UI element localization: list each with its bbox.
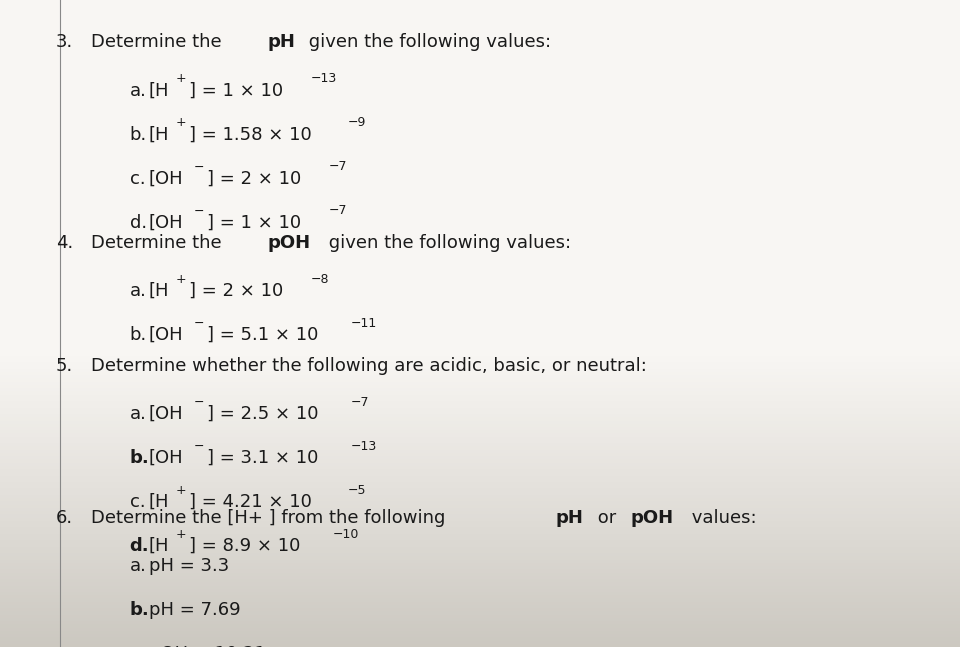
Text: ] = 8.9 × 10: ] = 8.9 × 10 <box>189 537 300 555</box>
Text: ] = 1 × 10: ] = 1 × 10 <box>207 214 301 232</box>
Text: b.: b. <box>130 326 147 344</box>
Text: a.: a. <box>130 405 147 423</box>
Text: Determine whether the following are acidic, basic, or neutral:: Determine whether the following are acid… <box>91 356 647 375</box>
Text: [H: [H <box>149 82 169 100</box>
Text: −11: −11 <box>350 317 377 330</box>
Text: d.: d. <box>130 537 149 555</box>
Text: given the following values:: given the following values: <box>323 234 571 252</box>
Text: ] = 2 × 10: ] = 2 × 10 <box>207 170 301 188</box>
Text: [OH: [OH <box>149 170 183 188</box>
Text: pOH = 10.21: pOH = 10.21 <box>149 645 266 647</box>
Text: a.: a. <box>130 82 147 100</box>
Text: a.: a. <box>130 557 147 575</box>
Text: −: − <box>194 396 204 409</box>
Text: −7: −7 <box>328 204 347 217</box>
Text: −: − <box>194 160 204 173</box>
Text: given the following values:: given the following values: <box>303 33 551 51</box>
Text: pH: pH <box>556 509 584 527</box>
Text: −: − <box>194 317 204 330</box>
Text: [H: [H <box>149 126 169 144</box>
Text: −13: −13 <box>350 440 377 453</box>
Text: b.: b. <box>130 449 150 467</box>
Text: 3.: 3. <box>56 33 73 51</box>
Text: −9: −9 <box>348 116 366 129</box>
Text: pH: pH <box>267 33 295 51</box>
Text: +: + <box>176 484 186 497</box>
Text: values:: values: <box>686 509 756 527</box>
Text: 5.: 5. <box>56 356 73 375</box>
Text: +: + <box>176 528 186 541</box>
Text: b.: b. <box>130 601 150 619</box>
Text: [H: [H <box>149 282 169 300</box>
Text: c.: c. <box>130 170 145 188</box>
Text: Determine the [H+ ] from the following: Determine the [H+ ] from the following <box>91 509 451 527</box>
Text: ] = 2 × 10: ] = 2 × 10 <box>189 282 283 300</box>
Text: ] = 5.1 × 10: ] = 5.1 × 10 <box>207 326 319 344</box>
Text: −13: −13 <box>310 72 337 85</box>
Text: −5: −5 <box>348 484 366 497</box>
Text: [OH: [OH <box>149 214 183 232</box>
Text: −: − <box>194 204 204 217</box>
Text: [H: [H <box>149 493 169 511</box>
Text: −8: −8 <box>311 273 329 286</box>
Text: c.: c. <box>130 493 145 511</box>
Text: [OH: [OH <box>149 449 183 467</box>
Text: ] = 1 × 10: ] = 1 × 10 <box>189 82 283 100</box>
Text: c.: c. <box>130 645 145 647</box>
Text: Determine the: Determine the <box>91 234 228 252</box>
Text: ] = 1.58 × 10: ] = 1.58 × 10 <box>189 126 312 144</box>
Text: Determine the: Determine the <box>91 33 228 51</box>
Text: b.: b. <box>130 126 147 144</box>
Text: −10: −10 <box>333 528 359 541</box>
Text: or: or <box>592 509 622 527</box>
Text: −7: −7 <box>328 160 348 173</box>
Text: +: + <box>176 116 186 129</box>
Text: pOH: pOH <box>631 509 674 527</box>
Text: [H: [H <box>149 537 169 555</box>
Text: [OH: [OH <box>149 405 183 423</box>
Text: d.: d. <box>130 214 147 232</box>
Text: ] = 3.1 × 10: ] = 3.1 × 10 <box>207 449 319 467</box>
Text: +: + <box>176 273 186 286</box>
Text: pH = 7.69: pH = 7.69 <box>149 601 240 619</box>
Text: 6.: 6. <box>56 509 73 527</box>
Text: 4.: 4. <box>56 234 73 252</box>
Text: ] = 4.21 × 10: ] = 4.21 × 10 <box>189 493 312 511</box>
Text: −7: −7 <box>351 396 370 409</box>
Text: [OH: [OH <box>149 326 183 344</box>
Text: +: + <box>176 72 186 85</box>
Text: pOH: pOH <box>267 234 310 252</box>
Text: pH = 3.3: pH = 3.3 <box>149 557 229 575</box>
Text: a.: a. <box>130 282 147 300</box>
Text: ] = 2.5 × 10: ] = 2.5 × 10 <box>207 405 319 423</box>
Text: −: − <box>194 440 204 453</box>
